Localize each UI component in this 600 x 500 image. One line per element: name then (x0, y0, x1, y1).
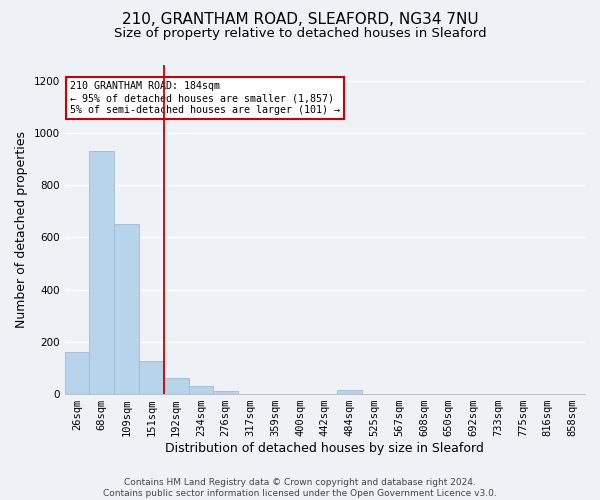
Bar (114, 224, 139, 394)
Bar (89, 151, 114, 394)
Text: 210 GRANTHAM ROAD: 184sqm
← 95% of detached houses are smaller (1,857)
5% of sem: 210 GRANTHAM ROAD: 184sqm ← 95% of detac… (70, 82, 340, 114)
Text: Size of property relative to detached houses in Sleaford: Size of property relative to detached ho… (113, 28, 487, 40)
Bar (139, 360, 164, 394)
Bar (337, 390, 362, 394)
Y-axis label: Number of detached properties: Number of detached properties (15, 131, 28, 328)
Bar (188, 386, 214, 394)
Text: Contains HM Land Registry data © Crown copyright and database right 2024.
Contai: Contains HM Land Registry data © Crown c… (103, 478, 497, 498)
Bar (214, 390, 238, 394)
Text: 210, GRANTHAM ROAD, SLEAFORD, NG34 7NU: 210, GRANTHAM ROAD, SLEAFORD, NG34 7NU (122, 12, 478, 28)
Bar (65, 352, 89, 394)
X-axis label: Distribution of detached houses by size in Sleaford: Distribution of detached houses by size … (166, 442, 484, 455)
Bar (164, 378, 188, 394)
